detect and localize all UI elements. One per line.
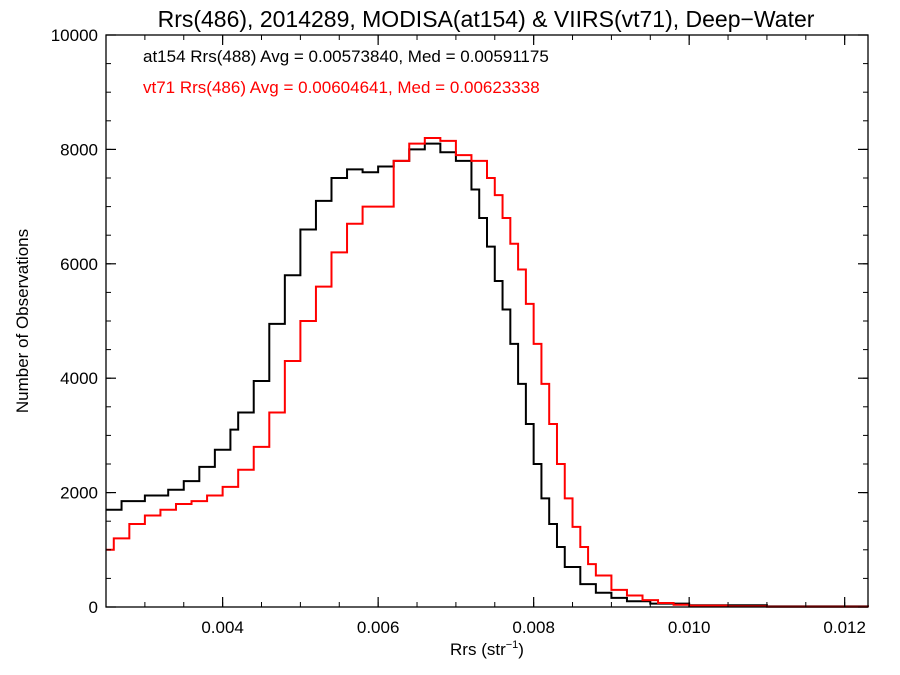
x-axis: 0.004 0.006 0.008 0.010 0.012 — [105, 35, 866, 637]
y-axis: 0 2000 4000 6000 8000 10000 — [51, 26, 868, 617]
x-tick-label: 0.012 — [823, 618, 866, 637]
legend-entry-vt71: vt71 Rrs(486) Avg = 0.00604641, Med = 0.… — [143, 78, 540, 97]
x-tick-label: 0.008 — [512, 618, 555, 637]
y-tick-label: 6000 — [60, 255, 98, 274]
y-tick-label: 2000 — [60, 484, 98, 503]
y-tick-label: 8000 — [60, 140, 98, 159]
x-axis-label-main: Rrs (str — [450, 640, 506, 659]
x-axis-label-superscript: −1 — [506, 639, 519, 651]
series-line-vt71 — [106, 136, 869, 608]
x-tick-label: 0.006 — [357, 618, 400, 637]
x-axis-label-end: ) — [518, 640, 524, 659]
series-layer — [106, 136, 869, 608]
x-tick-label: 0.004 — [201, 618, 244, 637]
y-tick-label: 0 — [89, 598, 98, 617]
series-line-at154 — [106, 142, 869, 608]
y-tick-label: 10000 — [51, 26, 98, 45]
x-axis-label: Rrs (str−1) — [450, 639, 524, 659]
chart-title: Rrs(486), 2014289, MODISA(at154) & VIIRS… — [158, 6, 815, 32]
y-tick-label: 4000 — [60, 369, 98, 388]
y-axis-label: Number of Observations — [13, 229, 32, 413]
legend-entry-at154: at154 Rrs(488) Avg = 0.00573840, Med = 0… — [143, 47, 549, 66]
x-tick-label: 0.010 — [668, 618, 711, 637]
legend: at154 Rrs(488) Avg = 0.00573840, Med = 0… — [143, 47, 549, 97]
plot-frame — [105, 34, 869, 608]
